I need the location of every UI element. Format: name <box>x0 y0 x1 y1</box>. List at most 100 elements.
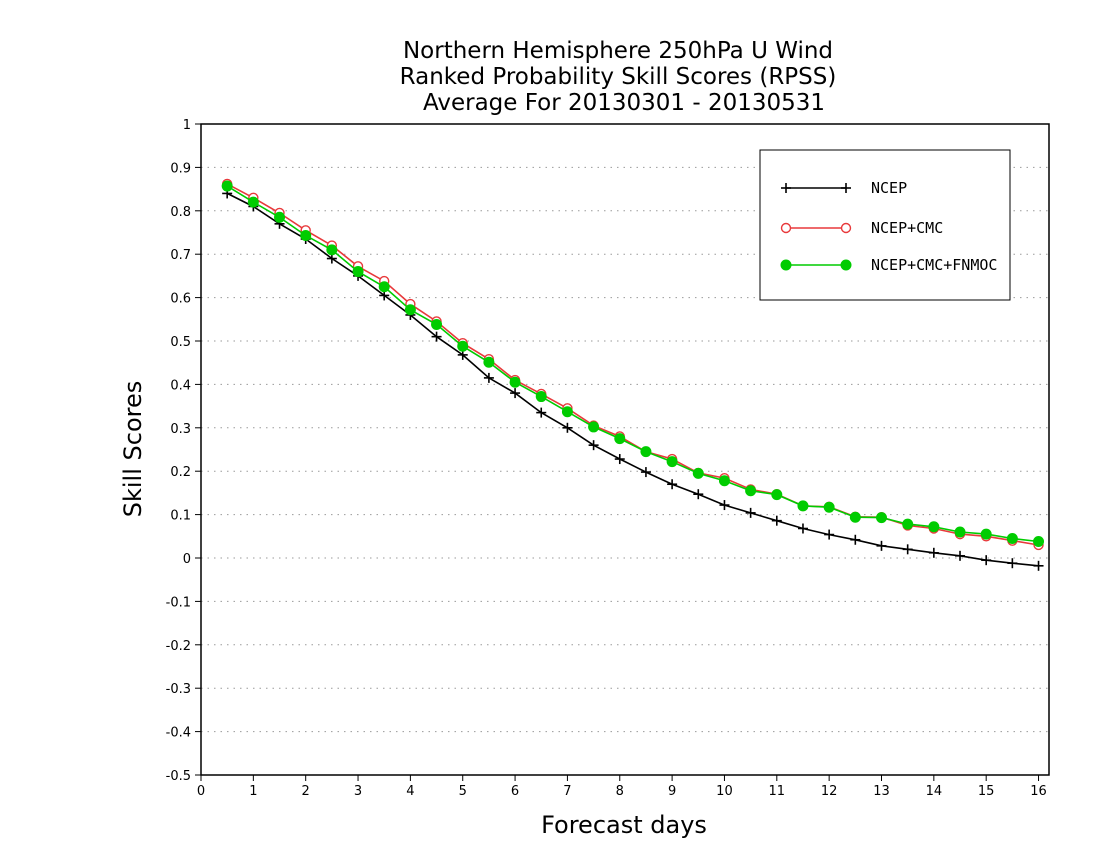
x-tick-label: 9 <box>668 784 676 799</box>
data-point <box>535 391 547 403</box>
data-point <box>693 489 704 500</box>
data-point <box>850 534 861 545</box>
data-point <box>980 528 992 540</box>
legend-label: NCEP+CMC <box>871 219 943 237</box>
y-tick-label: 0.8 <box>170 205 191 220</box>
data-point <box>981 555 992 566</box>
data-point <box>797 500 809 512</box>
data-point <box>719 500 730 511</box>
y-tick-label: 1 <box>183 118 191 133</box>
chart-title-line-2: Ranked Probability Skill Scores (RPSS) <box>400 64 837 90</box>
legend-items: NCEP NCEP+CMC NCEP+CMC+FNMOC <box>780 179 997 274</box>
data-point <box>510 388 521 399</box>
y-tick-label: 0.6 <box>170 292 191 307</box>
y-tick-label: -0.5 <box>166 769 191 784</box>
legend: NCEP NCEP+CMC NCEP+CMC+FNMOC <box>759 149 1011 301</box>
legend-marker <box>780 222 792 234</box>
data-point <box>640 467 651 478</box>
tick-layer: 1 0.9 0.8 0.7 0.6 0.5 0.4 0.3 0.2 0.1 0 -0.1 -0.2 -0.… <box>166 118 1047 799</box>
data-point <box>902 544 913 555</box>
data-point <box>483 356 495 368</box>
data-point <box>1006 532 1018 544</box>
x-tick-label: 11 <box>769 784 786 799</box>
data-point <box>849 511 861 523</box>
data-point <box>824 529 835 540</box>
data-point <box>771 515 782 526</box>
legend-box <box>759 149 1011 301</box>
y-tick-label: 0.2 <box>170 465 191 480</box>
x-tick-label: 13 <box>873 784 890 799</box>
y-tick-label: -0.1 <box>166 595 191 610</box>
y-tick-label: 0.1 <box>170 509 191 524</box>
data-point <box>745 485 757 497</box>
data-point <box>667 479 678 490</box>
data-point <box>692 467 704 479</box>
x-tick-label: 15 <box>978 784 995 799</box>
y-tick-label: 0.7 <box>170 248 191 263</box>
legend-label: NCEP+CMC+FNMOC <box>871 256 997 274</box>
y-tick-label: 0.3 <box>170 422 191 437</box>
data-point <box>588 421 600 433</box>
data-point <box>928 547 939 558</box>
legend-marker <box>840 259 852 271</box>
series-2 <box>221 180 1045 548</box>
x-tick-label: 3 <box>354 784 362 799</box>
y-tick-label: 0.4 <box>170 378 191 393</box>
y-axis-label: Skill Scores <box>119 381 147 518</box>
x-tick-label: 6 <box>511 784 519 799</box>
data-point <box>902 518 914 530</box>
series-layer <box>221 178 1045 571</box>
data-point <box>1007 558 1018 569</box>
y-tick-label: -0.4 <box>166 726 191 741</box>
data-point <box>875 512 887 524</box>
legend-marker <box>781 183 791 193</box>
data-point <box>955 550 966 561</box>
data-point <box>221 180 233 192</box>
x-tick-label: 14 <box>926 784 943 799</box>
data-point <box>823 501 835 513</box>
data-point <box>536 407 547 418</box>
data-point <box>562 422 573 433</box>
x-tick-label: 0 <box>197 784 205 799</box>
data-point <box>300 230 312 242</box>
data-point <box>666 456 678 468</box>
data-point <box>928 521 940 533</box>
data-point <box>274 211 286 223</box>
data-point <box>431 319 443 331</box>
series-0 <box>222 188 1044 571</box>
data-point <box>614 433 626 445</box>
chart-title-line-1: Northern Hemisphere 250hPa U Wind <box>403 38 833 64</box>
grid-layer <box>201 166 1049 733</box>
data-point <box>745 507 756 518</box>
data-point <box>640 446 652 458</box>
chart-title-line-3: Average For 20130301 - 20130531 <box>423 90 825 116</box>
data-point <box>954 526 966 538</box>
plot-frame <box>200 123 1050 776</box>
x-tick-label: 7 <box>563 784 571 799</box>
x-tick-label: 16 <box>1030 784 1047 799</box>
legend-marker <box>841 183 851 193</box>
y-tick-label: 0.9 <box>170 161 191 176</box>
data-point <box>771 489 783 501</box>
x-tick-label: 8 <box>616 784 624 799</box>
data-point <box>431 331 442 342</box>
x-tick-label: 2 <box>302 784 310 799</box>
x-axis-label: Forecast days <box>541 811 707 839</box>
y-tick-label: -0.3 <box>166 682 191 697</box>
data-point <box>509 376 521 388</box>
x-tick-label: 4 <box>406 784 414 799</box>
data-point <box>797 523 808 534</box>
x-tick-label: 1 <box>249 784 257 799</box>
data-point <box>588 440 599 451</box>
data-point <box>326 244 338 256</box>
y-tick-label: 0 <box>183 552 191 567</box>
y-tick-label: -0.2 <box>166 639 191 654</box>
data-point <box>457 340 469 352</box>
data-point <box>1033 536 1045 548</box>
data-point <box>1033 560 1044 571</box>
data-point <box>352 266 364 278</box>
data-point <box>404 304 416 316</box>
data-point <box>378 281 390 293</box>
x-tick-label: 10 <box>716 784 733 799</box>
